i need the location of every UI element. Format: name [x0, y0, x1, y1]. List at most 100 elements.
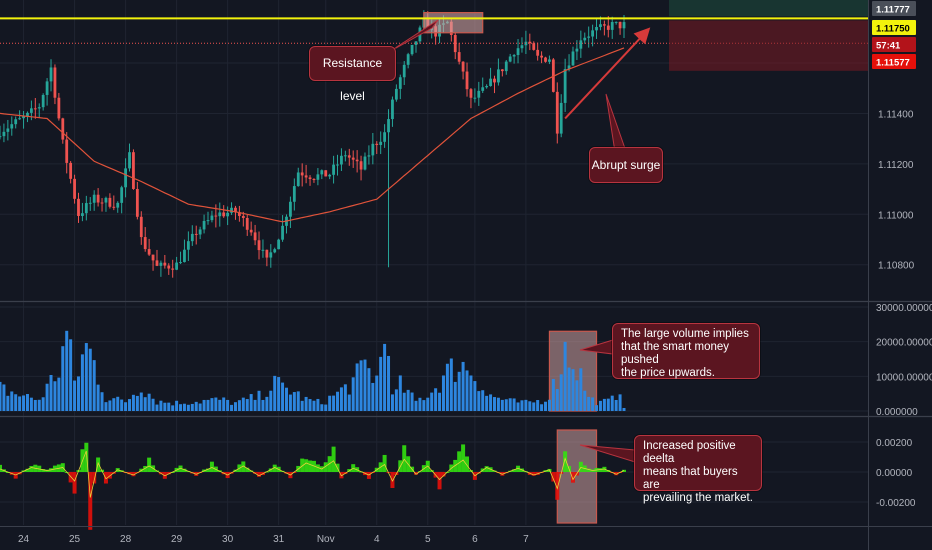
candle-body	[406, 54, 410, 65]
volume-bar	[206, 399, 210, 411]
x-tick-label: 25	[69, 534, 81, 545]
volume-bar	[186, 404, 190, 411]
delta-area-segment	[92, 472, 97, 484]
candle-body	[579, 40, 583, 49]
candle-body	[504, 61, 508, 72]
price-tag	[872, 1, 916, 16]
volume-bar	[324, 404, 328, 411]
volume-bar	[300, 400, 304, 411]
volume-bar	[61, 346, 65, 411]
candle-body	[124, 168, 127, 188]
volume-bar	[371, 382, 375, 411]
volume-bar	[434, 388, 438, 411]
delta-area-segment	[170, 472, 175, 473]
volume-bar	[438, 392, 442, 411]
volume-bar	[571, 369, 575, 411]
candle-body	[0, 136, 2, 138]
volume-bar	[383, 343, 387, 411]
volume-bar	[112, 398, 116, 411]
candle-body	[108, 197, 112, 207]
delta-area-segment	[308, 460, 313, 472]
delta-area-segment	[563, 451, 568, 472]
candle-body	[26, 112, 29, 117]
volume-bar	[387, 355, 391, 411]
volume-bar	[253, 399, 257, 411]
volume-bar	[555, 389, 559, 411]
surge-arrow	[564, 27, 651, 120]
delta-area-segment	[578, 461, 583, 472]
volume-bar	[151, 398, 155, 411]
volume-bar	[139, 392, 143, 411]
delta-area-segment	[0, 464, 2, 472]
candle-body	[84, 203, 88, 214]
delta-area-segment	[131, 472, 136, 477]
volume-bar	[402, 392, 406, 411]
volume-bar	[237, 400, 241, 411]
candle-body	[296, 172, 300, 187]
x-tick-label: Nov	[317, 534, 335, 545]
candle-body	[563, 69, 567, 103]
volume-bar	[190, 403, 194, 411]
candle-body	[414, 41, 418, 45]
annotation-surge-text: Abrupt surge	[591, 158, 661, 172]
delta-area-segment	[29, 465, 34, 472]
candle-body	[96, 194, 100, 203]
volume-tick-label: 10000.000000	[876, 372, 932, 383]
volume-bar	[500, 399, 504, 411]
volume-bar	[496, 397, 500, 411]
target-zone	[669, 0, 868, 17]
candle-body	[61, 118, 65, 140]
candle-body	[261, 249, 265, 251]
candle-body	[29, 108, 33, 113]
candle-body	[595, 27, 598, 31]
volume-bar	[481, 390, 485, 411]
delta-area-segment	[414, 472, 418, 475]
volume-bar	[304, 396, 308, 411]
candle-body	[336, 164, 339, 166]
delta-highlight-rect	[556, 429, 598, 524]
delta-area-segment	[512, 469, 517, 472]
candle-body	[135, 188, 139, 217]
volume-bar	[116, 396, 120, 411]
delta-area-segment	[166, 472, 171, 475]
candle-body	[116, 202, 120, 208]
volume-bar	[261, 399, 265, 411]
volume-bar	[14, 394, 18, 411]
delta-area-segment	[72, 472, 77, 494]
candle-body	[92, 194, 96, 203]
delta-area-segment	[437, 472, 442, 490]
candle-body	[359, 161, 363, 170]
annotation-surge: Abrupt surge	[589, 147, 663, 183]
candle-body	[218, 212, 222, 217]
volume-bar	[226, 399, 230, 411]
volume-bar	[131, 394, 135, 411]
volume-bar	[524, 399, 528, 411]
candle-body	[304, 175, 308, 178]
volume-bar	[249, 394, 253, 411]
candle-body	[599, 24, 602, 28]
delta-area-segment	[103, 472, 108, 484]
candle-body	[171, 268, 175, 270]
volume-bar	[155, 404, 159, 411]
annotation-arrows	[388, 19, 651, 463]
volume-bar	[175, 400, 179, 411]
volume-bar	[583, 390, 587, 411]
candle-body	[355, 159, 359, 162]
volume-bar	[610, 395, 614, 411]
candle-body	[57, 97, 61, 119]
volume-bar	[347, 394, 351, 411]
volume-bar	[375, 375, 379, 411]
candle-body	[610, 22, 614, 30]
candle-body	[139, 216, 143, 238]
delta-area-segment	[457, 451, 462, 472]
candle-body	[45, 81, 49, 95]
resistance-line	[0, 0, 868, 71]
volume-bar	[614, 399, 618, 411]
volume-bar	[171, 405, 175, 411]
candle-body	[14, 119, 18, 125]
candle-body	[245, 217, 249, 230]
volume-bar	[108, 400, 112, 411]
annotation-volume: The large volume implies that the smart …	[612, 323, 760, 379]
volume-bar	[296, 391, 300, 411]
